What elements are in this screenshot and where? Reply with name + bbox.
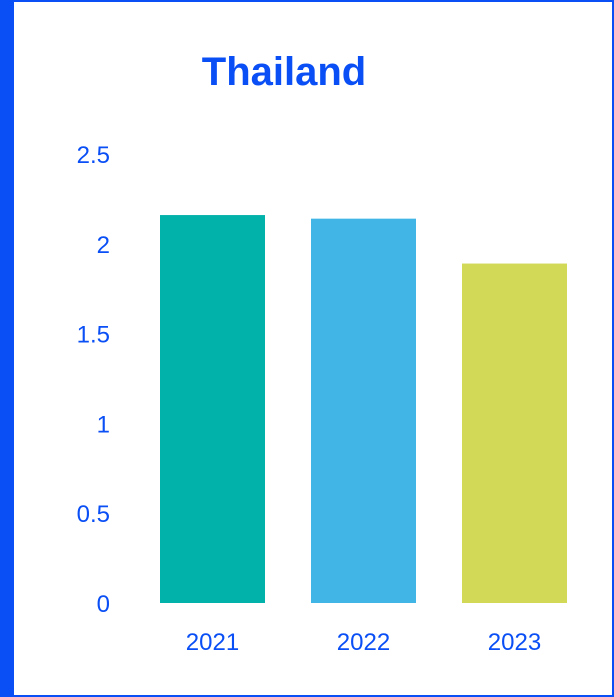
bar-chart: 0 0.5 1 1.5 2 2.5 2021 2022 2023 — [77, 142, 567, 656]
bar-2021 — [160, 215, 265, 603]
y-tick-label: 0 — [97, 591, 110, 618]
x-tick-label: 2023 — [488, 629, 541, 656]
chart-title: Thailand — [201, 50, 367, 94]
x-tick-label: 2022 — [337, 629, 390, 656]
y-tick-label: 2.5 — [77, 142, 110, 169]
x-axis: 2021 2022 2023 — [186, 629, 541, 656]
y-tick-label: 1 — [97, 411, 110, 438]
bars — [160, 215, 567, 603]
bar-2023 — [462, 263, 567, 603]
y-tick-label: 1.5 — [77, 322, 110, 349]
bar-2022 — [311, 218, 416, 603]
y-tick-label: 2 — [97, 232, 110, 259]
y-tick-label: 0.5 — [77, 501, 110, 528]
x-tick-label: 2021 — [186, 629, 239, 656]
y-axis: 0 0.5 1 1.5 2 2.5 — [77, 142, 110, 618]
